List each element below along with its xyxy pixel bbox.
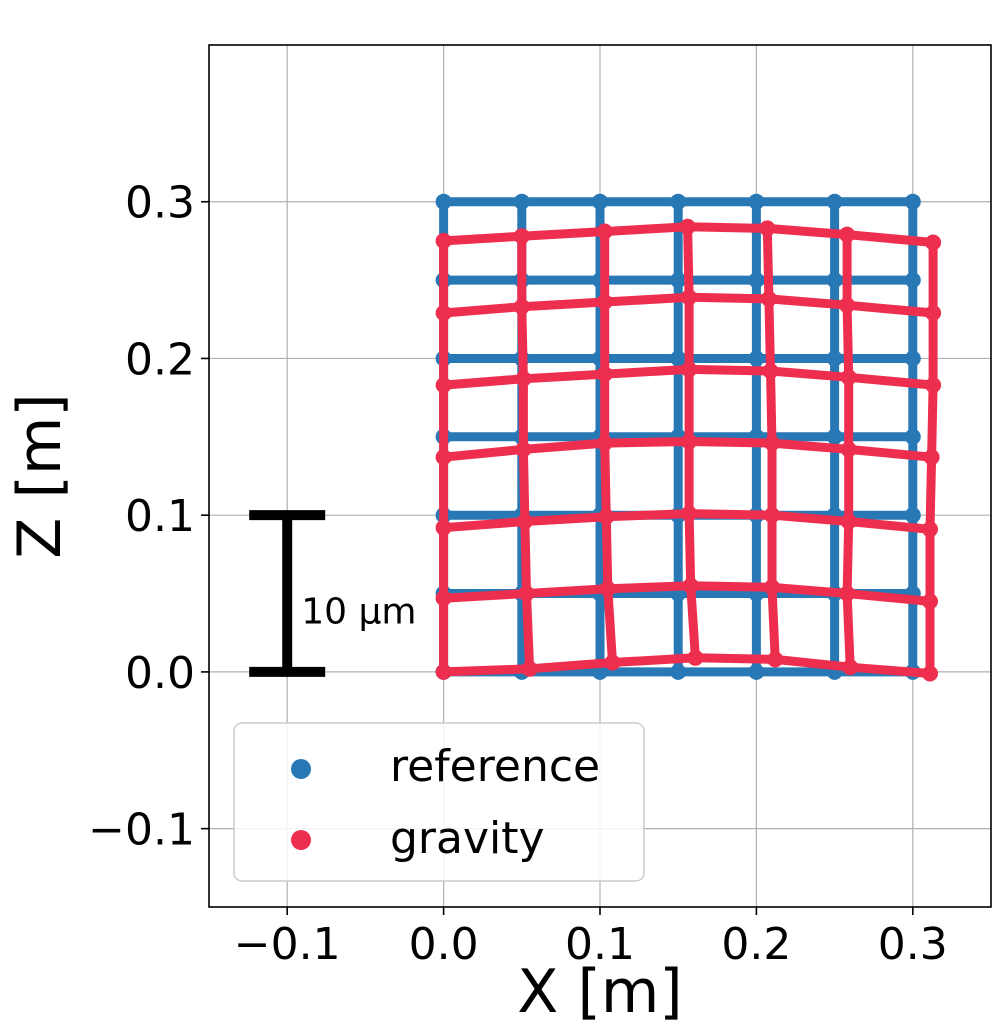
gravity-point-5-4 <box>760 290 777 307</box>
y-axis-label: Z [m] <box>5 393 75 558</box>
reference-point-5-5 <box>826 272 843 289</box>
y-tick-label-3: 0.2 <box>125 334 195 385</box>
series-gravity <box>435 218 942 682</box>
gravity-point-6-6 <box>925 234 942 251</box>
gravity-point-1-5 <box>839 585 856 602</box>
axis-ticks: −0.1 0.0 0.1 0.2 0.3 −0.1 0.0 0.1 0.2 0.3 <box>88 178 948 970</box>
gravity-point-6-4 <box>759 220 776 237</box>
gravity-point-2-1 <box>516 513 533 530</box>
scale-bar-label: 10 μm <box>301 592 416 633</box>
series-layer <box>435 193 942 682</box>
x-axis-label: X [m] <box>517 957 682 1024</box>
reference-point-4-5 <box>826 350 843 367</box>
gravity-point-1-2 <box>599 580 616 597</box>
reference-point-5-3 <box>670 272 687 289</box>
gravity-point-5-0 <box>435 305 452 321</box>
gravity-point-4-2 <box>596 366 613 383</box>
reference-point-5-4 <box>748 272 765 289</box>
gravity-point-3-1 <box>515 441 532 458</box>
x-tick-label-3: 0.2 <box>721 919 791 970</box>
x-tick-label-0: −0.1 <box>234 919 341 970</box>
gravity-point-1-4 <box>764 579 780 596</box>
y-tick-label-2: 0.1 <box>125 491 195 542</box>
gravity-point-0-2 <box>604 654 621 671</box>
gravity-point-1-6 <box>922 593 938 610</box>
gravity-point-4-5 <box>840 369 857 386</box>
reference-point-0-4 <box>748 663 765 680</box>
gravity-point-1-1 <box>518 585 535 602</box>
reference-point-4-4 <box>748 350 765 367</box>
gravity-point-5-3 <box>681 289 698 306</box>
x-tick-label-4: 0.3 <box>878 919 948 970</box>
gravity-point-3-4 <box>764 435 780 452</box>
gravity-point-4-1 <box>515 370 532 387</box>
gravity-point-4-6 <box>925 377 942 394</box>
gravity-point-6-1 <box>513 228 530 245</box>
reference-point-3-5 <box>826 428 843 445</box>
y-tick-label-4: 0.3 <box>125 178 195 229</box>
gravity-point-5-1 <box>513 298 530 315</box>
gravity-point-1-3 <box>682 577 699 594</box>
gravity-point-6-3 <box>679 218 696 235</box>
legend-marker-gravity <box>291 830 311 850</box>
legend-marker-reference <box>291 759 311 779</box>
y-tick-label-0: −0.1 <box>88 805 195 856</box>
gravity-point-4-3 <box>681 361 698 378</box>
gravity-point-5-6 <box>925 305 942 321</box>
gravity-point-0-3 <box>687 649 704 666</box>
x-tick-label-1: 0.0 <box>409 919 479 970</box>
gravity-point-4-0 <box>435 377 452 394</box>
gravity-point-5-5 <box>839 297 856 314</box>
x-tick-label-2: 0.1 <box>565 919 635 970</box>
legend-label-reference: reference <box>390 741 600 792</box>
reference-point-6-1 <box>513 193 530 210</box>
gravity-point-6-0 <box>435 232 452 249</box>
gravity-point-0-4 <box>767 651 784 668</box>
gravity-point-3-2 <box>596 435 613 452</box>
reference-point-6-5 <box>826 193 843 210</box>
reference-point-3-6 <box>904 428 921 445</box>
gravity-point-0-6 <box>922 665 938 682</box>
gravity-point-6-2 <box>596 223 613 240</box>
gravity-point-3-3 <box>681 433 698 450</box>
reference-point-4-6 <box>904 350 921 367</box>
gravity-point-2-6 <box>922 521 938 538</box>
legend-box <box>233 722 645 882</box>
y-tick-label-1: 0.0 <box>125 648 195 699</box>
reference-point-6-0 <box>435 193 452 210</box>
reference-point-0-3 <box>670 663 687 680</box>
gravity-point-3-5 <box>840 441 857 458</box>
gravity-point-0-1 <box>521 660 538 677</box>
gravity-point-0-0 <box>435 663 452 680</box>
gravity-point-3-0 <box>435 449 452 466</box>
reference-point-5-6 <box>904 272 921 289</box>
gravity-point-2-5 <box>840 513 857 530</box>
gravity-point-0-5 <box>842 659 859 676</box>
gravity-point-6-5 <box>839 226 856 243</box>
reference-point-2-6 <box>904 507 921 524</box>
gravity-point-3-6 <box>923 449 940 466</box>
reference-point-6-6 <box>904 193 921 210</box>
gravity-point-2-0 <box>435 519 452 536</box>
scale-bar: 10 μm <box>249 510 416 677</box>
gravity-point-5-2 <box>596 294 613 310</box>
gravity-point-4-4 <box>762 363 779 379</box>
gravity-point-2-2 <box>598 508 615 525</box>
gravity-point-2-3 <box>681 505 698 522</box>
reference-point-4-3 <box>670 350 687 367</box>
gravity-point-1-0 <box>435 590 452 607</box>
reference-point-6-2 <box>592 193 608 210</box>
reference-point-6-4 <box>748 193 765 210</box>
gravity-point-2-4 <box>764 507 780 524</box>
legend-label-gravity: gravity <box>390 813 545 864</box>
reference-point-6-3 <box>670 193 687 210</box>
legend: reference gravity <box>233 722 645 882</box>
